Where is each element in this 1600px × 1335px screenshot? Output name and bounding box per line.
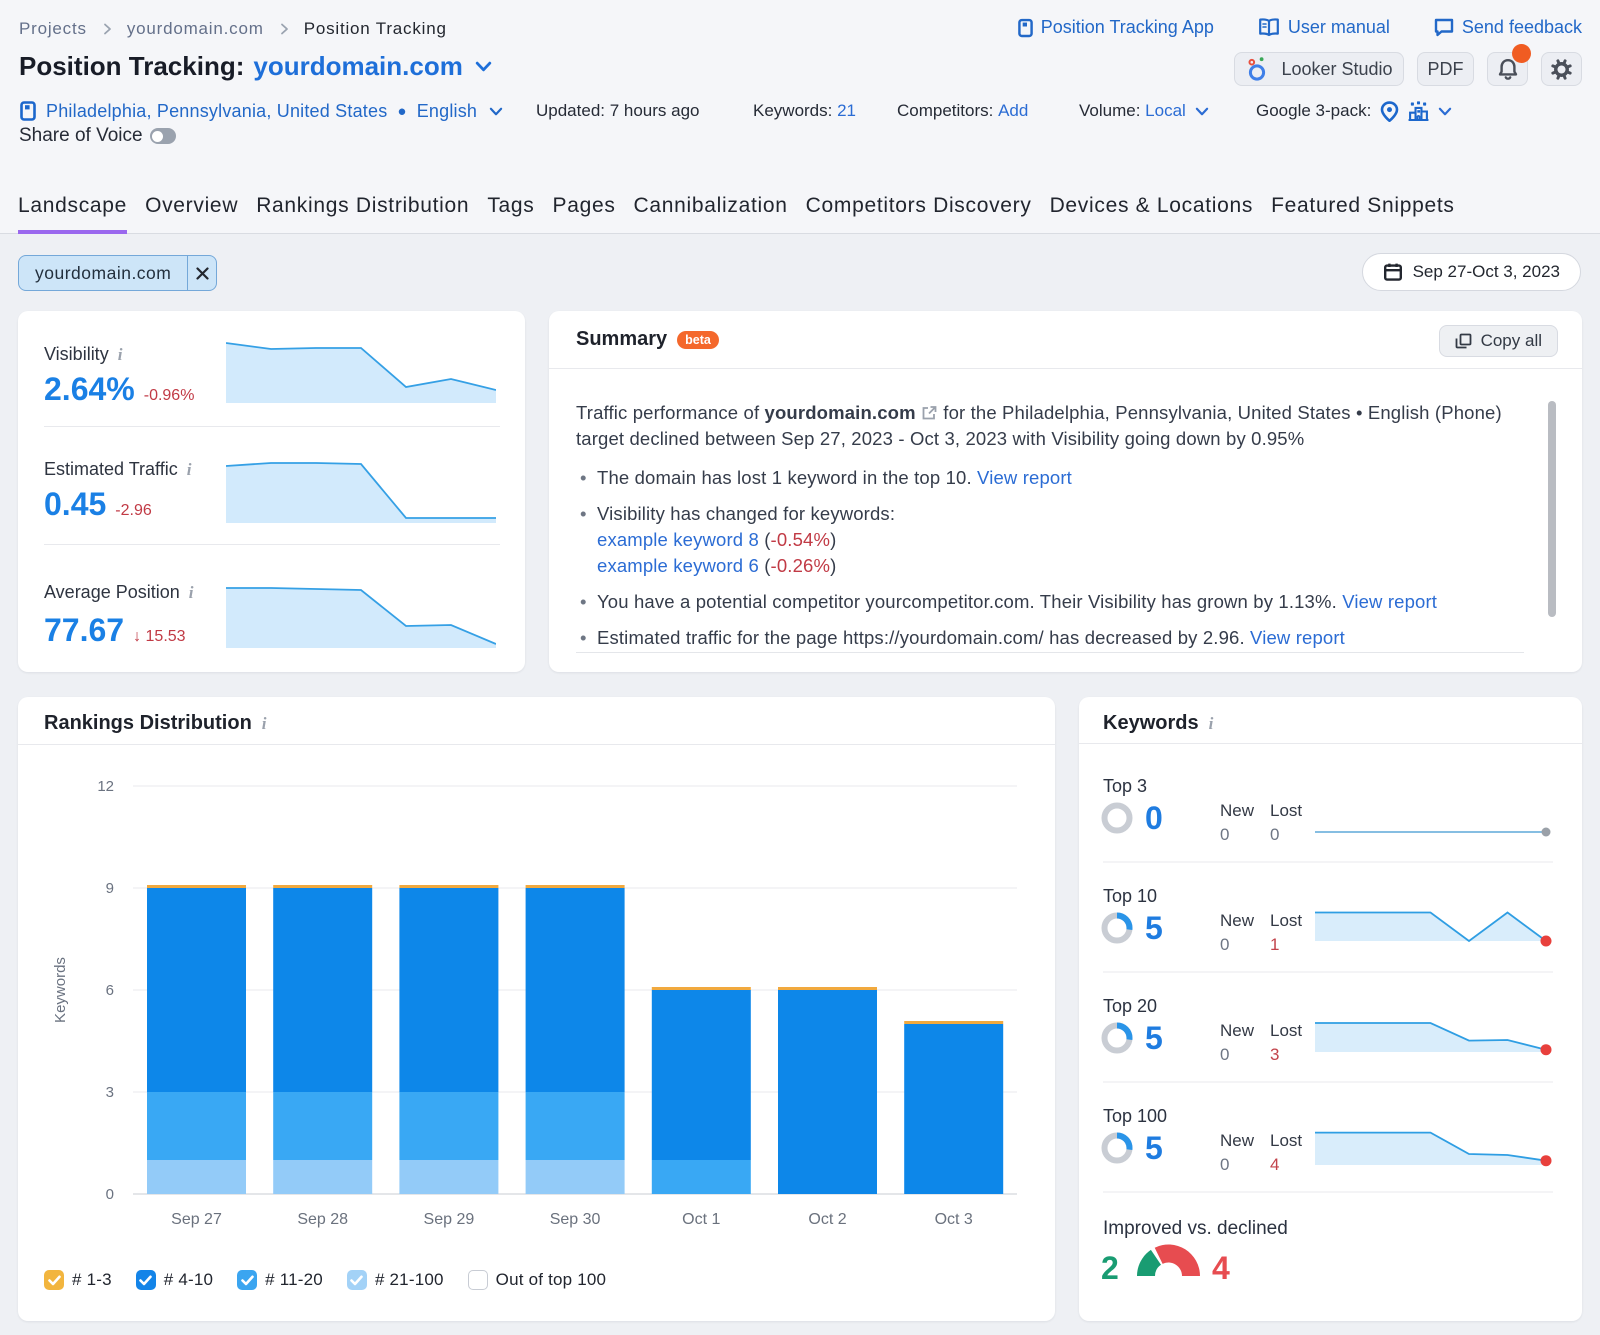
svg-text:New: New (1220, 801, 1255, 820)
svg-text:6: 6 (106, 982, 114, 999)
svg-text:5: 5 (1145, 910, 1163, 946)
svg-text:Oct 2: Oct 2 (808, 1211, 846, 1228)
svg-text:0: 0 (1270, 825, 1279, 844)
svg-text:0: 0 (106, 1186, 114, 1203)
svg-text:Oct 3: Oct 3 (935, 1211, 973, 1228)
svg-text:New: New (1220, 1131, 1255, 1150)
svg-text:Sep 28: Sep 28 (297, 1211, 348, 1228)
svg-text:Top 20: Top 20 (1103, 996, 1157, 1016)
svg-text:Sep 27: Sep 27 (171, 1211, 222, 1228)
svg-text:New: New (1220, 1021, 1255, 1040)
svg-text:5: 5 (1145, 1130, 1163, 1166)
svg-text:New: New (1220, 911, 1255, 930)
svg-text:Oct 1: Oct 1 (682, 1211, 720, 1228)
svg-text:4: 4 (1212, 1250, 1230, 1286)
svg-text:Sep 30: Sep 30 (550, 1211, 601, 1228)
svg-text:Lost: Lost (1270, 911, 1302, 930)
svg-text:0: 0 (1220, 825, 1229, 844)
svg-text:Improved vs. declined: Improved vs. declined (1103, 1218, 1288, 1239)
svg-text:5: 5 (1145, 1020, 1163, 1056)
svg-text:Lost: Lost (1270, 801, 1302, 820)
svg-text:3: 3 (106, 1084, 114, 1101)
svg-text:0: 0 (1220, 935, 1229, 954)
svg-text:4: 4 (1270, 1155, 1279, 1174)
svg-text:Sep 29: Sep 29 (424, 1211, 475, 1228)
svg-text:Top 100: Top 100 (1103, 1106, 1167, 1126)
svg-text:0: 0 (1220, 1155, 1229, 1174)
svg-text:Lost: Lost (1270, 1021, 1302, 1040)
svg-text:12: 12 (97, 778, 114, 795)
svg-text:Top 3: Top 3 (1103, 776, 1147, 796)
svg-text:Lost: Lost (1270, 1131, 1302, 1150)
svg-text:3: 3 (1270, 1045, 1279, 1064)
svg-text:Keywords: Keywords (52, 957, 69, 1023)
svg-text:0: 0 (1220, 1045, 1229, 1064)
svg-text:0: 0 (1145, 800, 1163, 836)
svg-text:Top 10: Top 10 (1103, 886, 1157, 906)
svg-text:1: 1 (1270, 935, 1279, 954)
svg-text:2: 2 (1101, 1250, 1119, 1286)
svg-text:9: 9 (106, 880, 114, 897)
